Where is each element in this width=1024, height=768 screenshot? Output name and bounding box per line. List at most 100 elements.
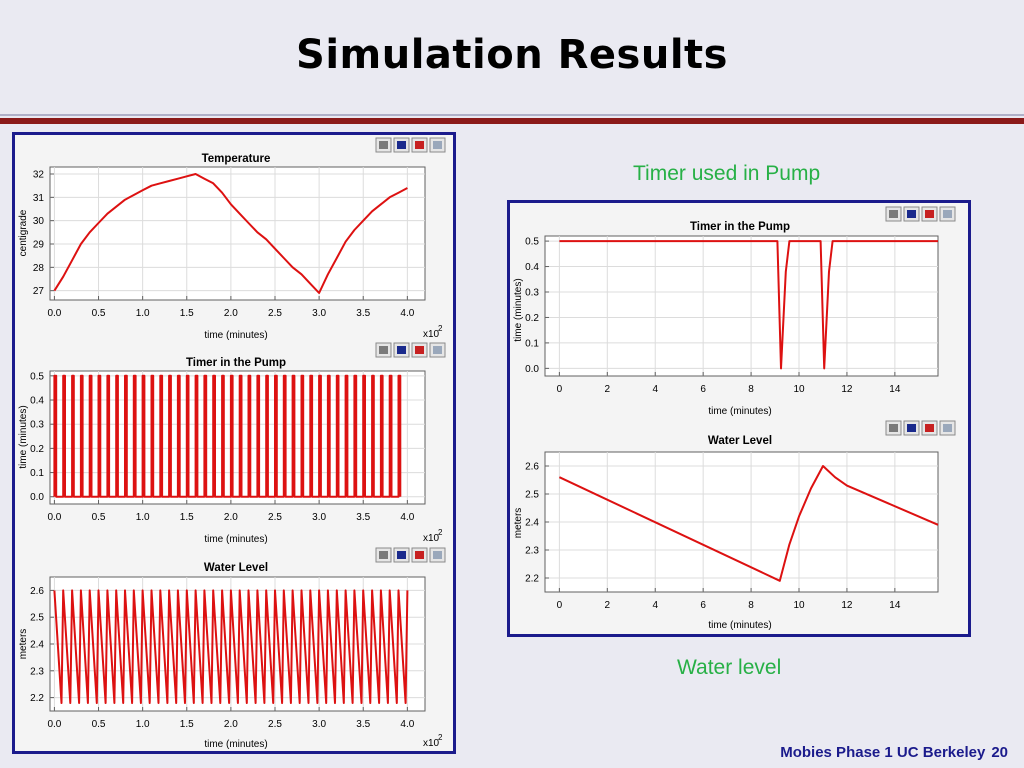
x-tick-label: 2.0 xyxy=(224,512,238,523)
x-tick-label: 1.5 xyxy=(180,512,194,523)
series-line xyxy=(558,465,939,582)
fill-icon[interactable] xyxy=(411,137,428,153)
y-tick-label: 0.3 xyxy=(30,420,44,431)
x-tick-label: 0.0 xyxy=(47,512,61,523)
y-tick-label: 32 xyxy=(33,170,45,181)
x-tick-label: 6 xyxy=(700,600,706,611)
print-icon[interactable] xyxy=(885,206,902,222)
fill-icon[interactable] xyxy=(411,342,428,358)
plot-title: Temperature xyxy=(202,153,271,165)
y-tick-label: 0.0 xyxy=(30,492,44,503)
zoom-fit-icon[interactable] xyxy=(429,137,446,153)
y-tick-label: 2.2 xyxy=(525,574,539,585)
title-rule xyxy=(0,114,1024,116)
x-tick-label: 4.0 xyxy=(400,308,414,319)
zoom-fit-icon[interactable] xyxy=(429,547,446,563)
x-tick-label: 1.0 xyxy=(136,308,150,319)
x-tick-label: 0.5 xyxy=(92,719,106,730)
print-icon[interactable] xyxy=(375,342,392,358)
y-tick-label: 2.4 xyxy=(525,518,539,529)
x-tick-label: 0.0 xyxy=(47,308,61,319)
series-line xyxy=(53,173,408,294)
zoom-fit-icon[interactable] xyxy=(939,206,956,222)
y-tick-label: 2.2 xyxy=(30,693,44,704)
x-tick-label: 0.5 xyxy=(92,512,106,523)
plot-area xyxy=(49,166,426,301)
x-multiplier-exponent: 2 xyxy=(438,324,443,333)
reset-axes-icon[interactable] xyxy=(903,420,920,436)
y-axis-label: time (minutes) xyxy=(18,405,29,468)
reset-axes-icon[interactable] xyxy=(393,547,410,563)
zoom-fit-icon[interactable] xyxy=(429,342,446,358)
y-tick-label: 0.1 xyxy=(525,338,539,349)
timer-annotation: Timer used in Pump xyxy=(633,162,821,185)
chart-3: Water Level 0.0 0.5 1.0 1.5 2.0 2.5 3.0 3.5 4.0 2.… xyxy=(18,547,446,750)
plot-title: Water Level xyxy=(204,562,268,574)
x-multiplier-exponent: 2 xyxy=(438,528,443,537)
y-tick-label: 0.4 xyxy=(525,262,539,273)
series-line xyxy=(53,374,402,498)
x-axis-label: time (minutes) xyxy=(204,534,267,545)
reset-axes-icon[interactable] xyxy=(903,206,920,222)
x-axis-label: time (minutes) xyxy=(708,620,771,631)
zoom-fit-icon[interactable] xyxy=(939,420,956,436)
chart-2: Timer in the Pump 0.0 0.5 1.0 1.5 2.0 2.5 3.0 3.… xyxy=(18,342,446,545)
series-line xyxy=(559,240,938,370)
x-tick-label: 2 xyxy=(605,384,611,395)
reset-axes-icon[interactable] xyxy=(393,137,410,153)
x-tick-label: 14 xyxy=(889,384,901,395)
fill-icon[interactable] xyxy=(411,547,428,563)
y-tick-label: 2.4 xyxy=(30,640,44,651)
chart-4: Timer in the Pump 0 2 4 6 8 10 12 14 0.0 0.1 0.2 0.3… xyxy=(513,206,956,417)
y-tick-label: 2.3 xyxy=(30,666,44,677)
x-multiplier: x10 xyxy=(423,738,440,749)
x-tick-label: 3.5 xyxy=(356,512,370,523)
print-icon[interactable] xyxy=(375,137,392,153)
y-tick-label: 0.0 xyxy=(525,364,539,375)
y-tick-label: 31 xyxy=(33,193,45,204)
x-tick-label: 1.5 xyxy=(180,308,194,319)
chart-1: Temperature 0.0 0.5 1.0 1.5 2.0 2.5 3.0 3.5 4.0 27… xyxy=(18,137,446,341)
x-tick-label: 0 xyxy=(557,600,563,611)
y-tick-label: 0.5 xyxy=(525,237,539,248)
x-tick-label: 0 xyxy=(557,384,563,395)
x-tick-label: 1.5 xyxy=(180,719,194,730)
reset-axes-icon[interactable] xyxy=(393,342,410,358)
print-icon[interactable] xyxy=(885,420,902,436)
fill-icon[interactable] xyxy=(921,420,938,436)
x-tick-label: 10 xyxy=(793,600,805,611)
y-tick-label: 0.2 xyxy=(525,313,539,324)
x-tick-label: 2.5 xyxy=(268,719,282,730)
x-multiplier: x10 xyxy=(423,329,440,340)
y-tick-label: 0.2 xyxy=(30,444,44,455)
x-tick-label: 6 xyxy=(700,384,706,395)
print-icon[interactable] xyxy=(375,547,392,563)
water-level-annotation: Water level xyxy=(677,656,782,679)
x-tick-label: 4.0 xyxy=(400,719,414,730)
x-tick-label: 14 xyxy=(889,600,901,611)
y-tick-label: 28 xyxy=(33,263,45,274)
plot-title: Timer in the Pump xyxy=(690,221,790,233)
x-axis-label: time (minutes) xyxy=(708,406,771,417)
footer-text: Mobies Phase 1 UC Berkeley xyxy=(780,744,986,761)
x-tick-label: 1.0 xyxy=(136,512,150,523)
page-number: 20 xyxy=(991,744,1008,761)
x-tick-label: 1.0 xyxy=(136,719,150,730)
footer: Mobies Phase 1 UC Berkeley 20 xyxy=(780,744,1008,761)
x-tick-label: 2.0 xyxy=(224,308,238,319)
y-tick-label: 2.3 xyxy=(525,546,539,557)
x-tick-label: 2 xyxy=(605,600,611,611)
x-tick-label: 0.5 xyxy=(92,308,106,319)
y-tick-label: 29 xyxy=(33,240,45,251)
x-tick-label: 2.0 xyxy=(224,719,238,730)
x-tick-label: 3.0 xyxy=(312,308,326,319)
fill-icon[interactable] xyxy=(921,206,938,222)
x-tick-label: 2.5 xyxy=(268,512,282,523)
x-tick-label: 3.5 xyxy=(356,719,370,730)
x-tick-label: 3.0 xyxy=(312,512,326,523)
x-tick-label: 12 xyxy=(841,600,853,611)
y-tick-label: 2.6 xyxy=(30,586,44,597)
plot-area xyxy=(49,370,426,505)
x-tick-label: 4 xyxy=(652,384,658,395)
